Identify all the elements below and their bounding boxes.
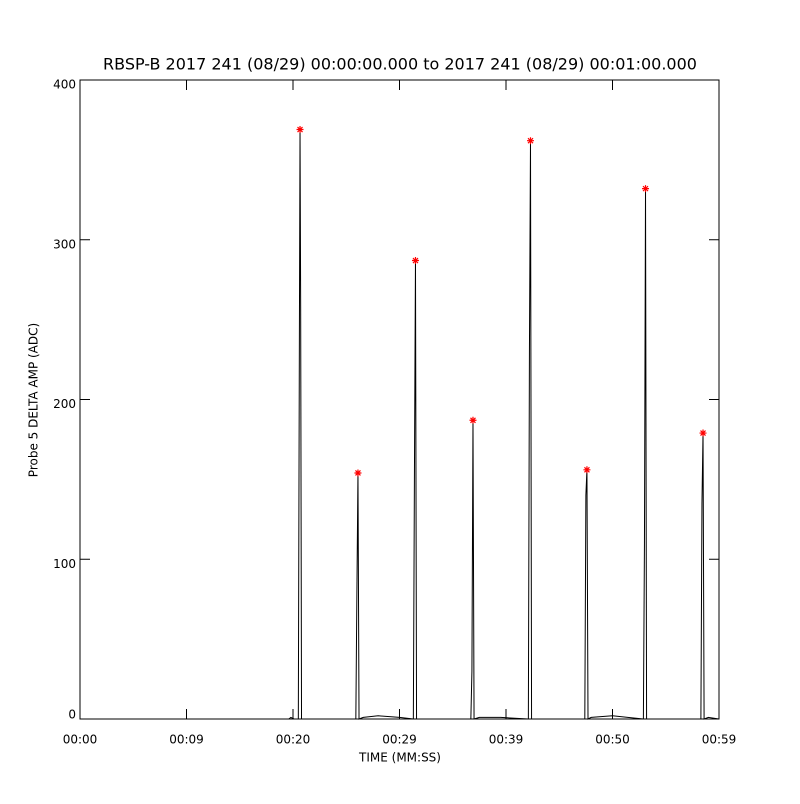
chart-title: RBSP-B 2017 241 (08/29) 00:00:00.000 to …: [103, 55, 697, 74]
y-axis-label: Probe 5 DELTA AMP (ADC): [27, 323, 41, 477]
x-tick-label: 00:00: [63, 733, 98, 747]
y-tick-label: 400: [53, 78, 76, 92]
peak-marker: [296, 126, 304, 134]
data-line: [80, 129, 720, 720]
x-tick-label: 00:39: [489, 733, 524, 747]
peak-marker: [469, 416, 477, 424]
peak-marker: [583, 466, 591, 474]
peak-marker: [526, 137, 534, 145]
x-tick-label: 00:20: [276, 733, 311, 747]
peak-marker: [354, 469, 362, 477]
y-tick-label: 200: [53, 397, 76, 411]
y-tick-label: 100: [53, 557, 76, 571]
plot-frame: [79, 79, 720, 720]
peak-marker: [411, 257, 419, 265]
y-tick-label: 0: [68, 708, 76, 722]
y-tick-label: 300: [53, 237, 76, 251]
peak-marker: [642, 185, 650, 193]
x-tick-label: 00:50: [595, 733, 630, 747]
x-axis-label: TIME (MM:SS): [358, 751, 441, 765]
x-tick-label: 00:29: [382, 733, 417, 747]
x-tick-label: 00:09: [169, 733, 204, 747]
peak-marker: [699, 429, 707, 437]
x-tick-label: 00:59: [702, 733, 737, 747]
